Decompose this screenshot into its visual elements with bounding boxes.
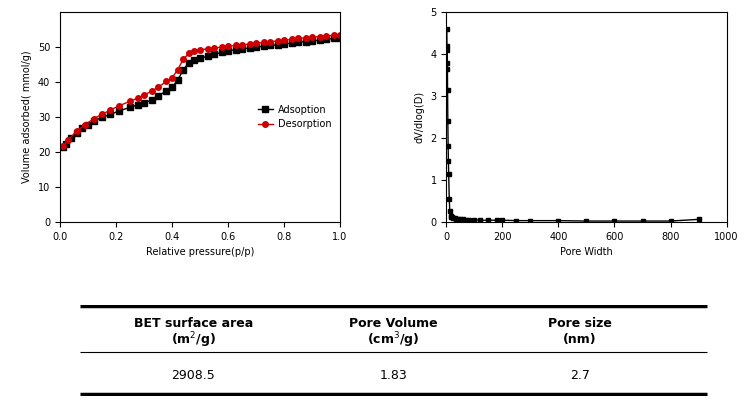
Desorption	[330, 33, 339, 38]
Adsoption	[279, 42, 288, 47]
Text: Pore Volume: Pore Volume	[349, 317, 437, 330]
Line: Adsoption: Adsoption	[60, 35, 343, 150]
Adsoption	[83, 122, 92, 127]
Adsoption	[246, 45, 255, 50]
Adsoption	[139, 101, 148, 106]
Adsoption	[321, 37, 330, 42]
Desorption	[321, 33, 330, 38]
Desorption	[134, 95, 143, 100]
Adsoption	[218, 50, 227, 55]
Desorption	[97, 112, 106, 117]
Desorption	[260, 40, 269, 45]
Desorption	[179, 57, 188, 62]
Desorption	[265, 39, 274, 44]
Adsoption	[260, 44, 269, 49]
Desorption	[58, 143, 67, 148]
Adsoption	[294, 40, 303, 45]
Adsoption	[173, 78, 182, 83]
Desorption	[204, 47, 213, 51]
Adsoption	[265, 43, 274, 48]
Adsoption	[195, 56, 204, 61]
Desorption	[302, 35, 311, 40]
Adsoption	[125, 105, 134, 110]
Desorption	[72, 129, 81, 133]
Adsoption	[106, 112, 115, 117]
Adsoption	[179, 67, 188, 72]
Adsoption	[223, 48, 232, 53]
Adsoption	[288, 40, 297, 45]
Adsoption	[302, 39, 311, 44]
Desorption	[316, 34, 325, 39]
Text: (cm$^3$/g): (cm$^3$/g)	[367, 330, 419, 350]
Adsoption	[316, 38, 325, 43]
Desorption	[189, 48, 198, 53]
Desorption	[288, 37, 297, 42]
Legend: Adsoption, Desorption: Adsoption, Desorption	[255, 101, 335, 133]
Adsoption	[58, 144, 67, 149]
Desorption	[184, 51, 193, 56]
Text: (nm): (nm)	[563, 333, 597, 346]
Desorption	[125, 99, 134, 104]
Desorption	[162, 79, 171, 84]
Desorption	[64, 137, 73, 142]
Desorption	[154, 85, 163, 90]
Desorption	[308, 35, 317, 40]
Desorption	[195, 47, 204, 52]
Desorption	[223, 44, 232, 49]
Desorption	[115, 104, 124, 109]
Desorption	[148, 89, 157, 93]
Desorption	[89, 116, 98, 121]
Adsoption	[336, 35, 345, 40]
Adsoption	[210, 52, 219, 57]
Desorption	[139, 93, 148, 98]
Desorption	[252, 41, 261, 46]
Desorption	[173, 67, 182, 72]
Text: BET surface area: BET surface area	[133, 317, 253, 330]
Text: Pore size: Pore size	[548, 317, 612, 330]
Adsoption	[72, 130, 81, 135]
Line: Desorption: Desorption	[60, 32, 343, 149]
Text: 2.7: 2.7	[570, 369, 589, 382]
Adsoption	[232, 47, 241, 52]
Desorption	[279, 38, 288, 43]
Y-axis label: Volume adsorbed( mmol/g): Volume adsorbed( mmol/g)	[22, 51, 32, 183]
Desorption	[237, 42, 246, 47]
Adsoption	[204, 53, 213, 58]
Desorption	[168, 75, 177, 80]
Desorption	[294, 36, 303, 41]
Adsoption	[78, 126, 87, 131]
Adsoption	[308, 38, 317, 43]
Text: (m$^2$/g): (m$^2$/g)	[171, 330, 216, 350]
Adsoption	[168, 85, 177, 90]
Desorption	[232, 43, 241, 48]
Desorption	[106, 108, 115, 113]
Desorption	[81, 122, 90, 127]
Adsoption	[61, 142, 70, 147]
Desorption	[274, 38, 283, 43]
Desorption	[210, 45, 219, 50]
X-axis label: Relative pressure(p/p): Relative pressure(p/p)	[146, 247, 254, 257]
Adsoption	[274, 42, 283, 47]
Desorption	[336, 32, 345, 37]
Adsoption	[89, 119, 98, 124]
Y-axis label: dV/dlog(D): dV/dlog(D)	[415, 91, 425, 143]
Adsoption	[67, 135, 76, 140]
Adsoption	[330, 36, 339, 41]
Text: 1.83: 1.83	[379, 369, 407, 382]
Text: 2908.5: 2908.5	[172, 369, 215, 382]
Adsoption	[162, 89, 171, 93]
Adsoption	[148, 97, 157, 102]
Adsoption	[134, 102, 143, 107]
Desorption	[218, 45, 227, 50]
Adsoption	[252, 45, 261, 50]
Adsoption	[237, 47, 246, 51]
Adsoption	[97, 115, 106, 120]
Adsoption	[189, 58, 198, 63]
X-axis label: Pore Width: Pore Width	[560, 247, 613, 257]
Desorption	[246, 42, 255, 47]
Adsoption	[115, 109, 124, 113]
Adsoption	[184, 60, 193, 65]
Adsoption	[154, 94, 163, 99]
